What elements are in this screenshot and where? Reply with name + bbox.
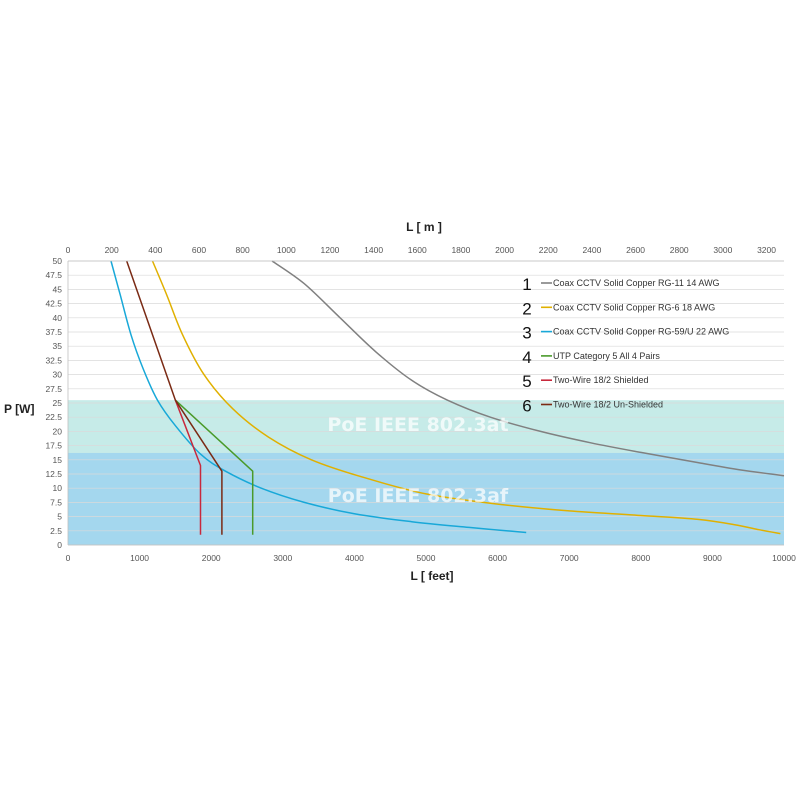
poe-band-label-1: PoE IEEE 802.3at: [327, 414, 508, 436]
y-tick-label-18: 45: [53, 284, 63, 294]
x-axis-title: L [ feet]: [410, 569, 453, 583]
legend-label-4: UTP Category 5 All 4 Pairs: [553, 351, 660, 361]
x-tick-label-4: 4000: [345, 553, 364, 563]
series-line-3: [110, 260, 527, 534]
x-tick-label-2: 2000: [202, 553, 221, 563]
series-line-2: [151, 260, 781, 535]
y-tick-label-4: 10: [53, 483, 63, 493]
x2-tick-label-10: 2000: [495, 245, 514, 255]
y-tick-label-9: 22.5: [45, 412, 62, 422]
y-tick-label-13: 32.5: [45, 355, 62, 365]
x2-tick-label-4: 800: [236, 245, 250, 255]
x2-tick-label-16: 3200: [757, 245, 776, 255]
x2-tick-label-0: 0: [66, 245, 71, 255]
y-tick-label-17: 42.5: [45, 299, 62, 309]
x2-tick-label-5: 1000: [277, 245, 296, 255]
legend-label-6: Two-Wire 18/2 Un-Shielded: [553, 400, 663, 410]
x2-tick-label-2: 400: [148, 245, 162, 255]
series-line-1: [271, 260, 785, 477]
y-tick-label-12: 30: [53, 370, 63, 380]
axes: 02.557.51012.51517.52022.52527.53032.535…: [45, 245, 796, 563]
x-tick-label-6: 6000: [488, 553, 507, 563]
x2-tick-label-3: 600: [192, 245, 206, 255]
x2-tick-label-9: 1800: [451, 245, 470, 255]
series-lines: [110, 260, 785, 535]
x-tick-label-7: 7000: [560, 553, 579, 563]
legend-number-2: 2: [522, 299, 531, 318]
x2-tick-label-11: 2200: [539, 245, 558, 255]
poe-band-2: [68, 452, 784, 545]
legend-label-2: Coax CCTV Solid Copper RG-6 18 AWG: [553, 302, 715, 312]
legend-number-5: 5: [522, 372, 531, 391]
y-tick-label-14: 35: [53, 341, 63, 351]
legend-number-4: 4: [522, 348, 531, 367]
legend-label-1: Coax CCTV Solid Copper RG-11 14 AWG: [553, 278, 720, 288]
x2-tick-label-12: 2400: [582, 245, 601, 255]
y-tick-label-5: 12.5: [45, 469, 62, 479]
x2-tick-label-1: 200: [105, 245, 119, 255]
x-tick-label-5: 5000: [417, 553, 436, 563]
poe-band-label-2: PoE IEEE 802.3af: [328, 485, 509, 507]
legend-number-1: 1: [522, 275, 531, 294]
poe-bands: [68, 400, 784, 545]
y-tick-label-11: 27.5: [45, 384, 62, 394]
series-line-6: [125, 260, 223, 535]
legend-label-5: Two-Wire 18/2 Shielded: [553, 375, 649, 385]
y-tick-label-0: 0: [57, 540, 62, 550]
y-tick-label-20: 50: [53, 256, 63, 266]
band-labels: PoE IEEE 802.3at PoE IEEE 802.3af: [327, 414, 509, 507]
y-axis-title: P [W]: [4, 402, 34, 416]
x2-tick-label-6: 1200: [320, 245, 339, 255]
y-tick-label-15: 37.5: [45, 327, 62, 337]
x-tick-label-0: 0: [66, 553, 71, 563]
y-tick-label-8: 20: [53, 426, 63, 436]
y-tick-label-16: 40: [53, 313, 63, 323]
x-tick-label-9: 9000: [703, 553, 722, 563]
x-tick-label-8: 8000: [631, 553, 650, 563]
x2-tick-label-8: 1600: [408, 245, 427, 255]
y-tick-label-2: 5: [57, 512, 62, 522]
y-tick-label-7: 17.5: [45, 441, 62, 451]
y-tick-label-6: 15: [53, 455, 63, 465]
x-tick-label-10: 10000: [772, 553, 796, 563]
legend-number-6: 6: [522, 397, 531, 416]
x2-tick-label-13: 2600: [626, 245, 645, 255]
x2-axis-title: L [ m ]: [406, 220, 442, 234]
x-tick-label-1: 1000: [130, 553, 149, 563]
legend: 1 Coax CCTV Solid Copper RG-11 14 AWG 2 Coa…: [522, 275, 729, 416]
x2-tick-label-14: 2800: [670, 245, 689, 255]
legend-label-3: Coax CCTV Solid Copper RG-59/U 22 AWG: [553, 327, 729, 337]
y-tick-label-1: 2.5: [50, 526, 62, 536]
legend-number-3: 3: [522, 324, 531, 343]
y-tick-label-19: 47.5: [45, 270, 62, 280]
x2-tick-label-7: 1400: [364, 245, 383, 255]
x-tick-label-3: 3000: [273, 553, 292, 563]
y-tick-label-3: 7.5: [50, 497, 62, 507]
x2-tick-label-15: 3000: [713, 245, 732, 255]
series-line-5: [174, 399, 202, 535]
series-line-4: [174, 399, 254, 535]
y-tick-label-10: 25: [53, 398, 63, 408]
